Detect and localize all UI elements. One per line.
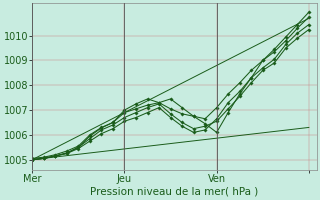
X-axis label: Pression niveau de la mer( hPa ): Pression niveau de la mer( hPa ) [90, 187, 259, 197]
